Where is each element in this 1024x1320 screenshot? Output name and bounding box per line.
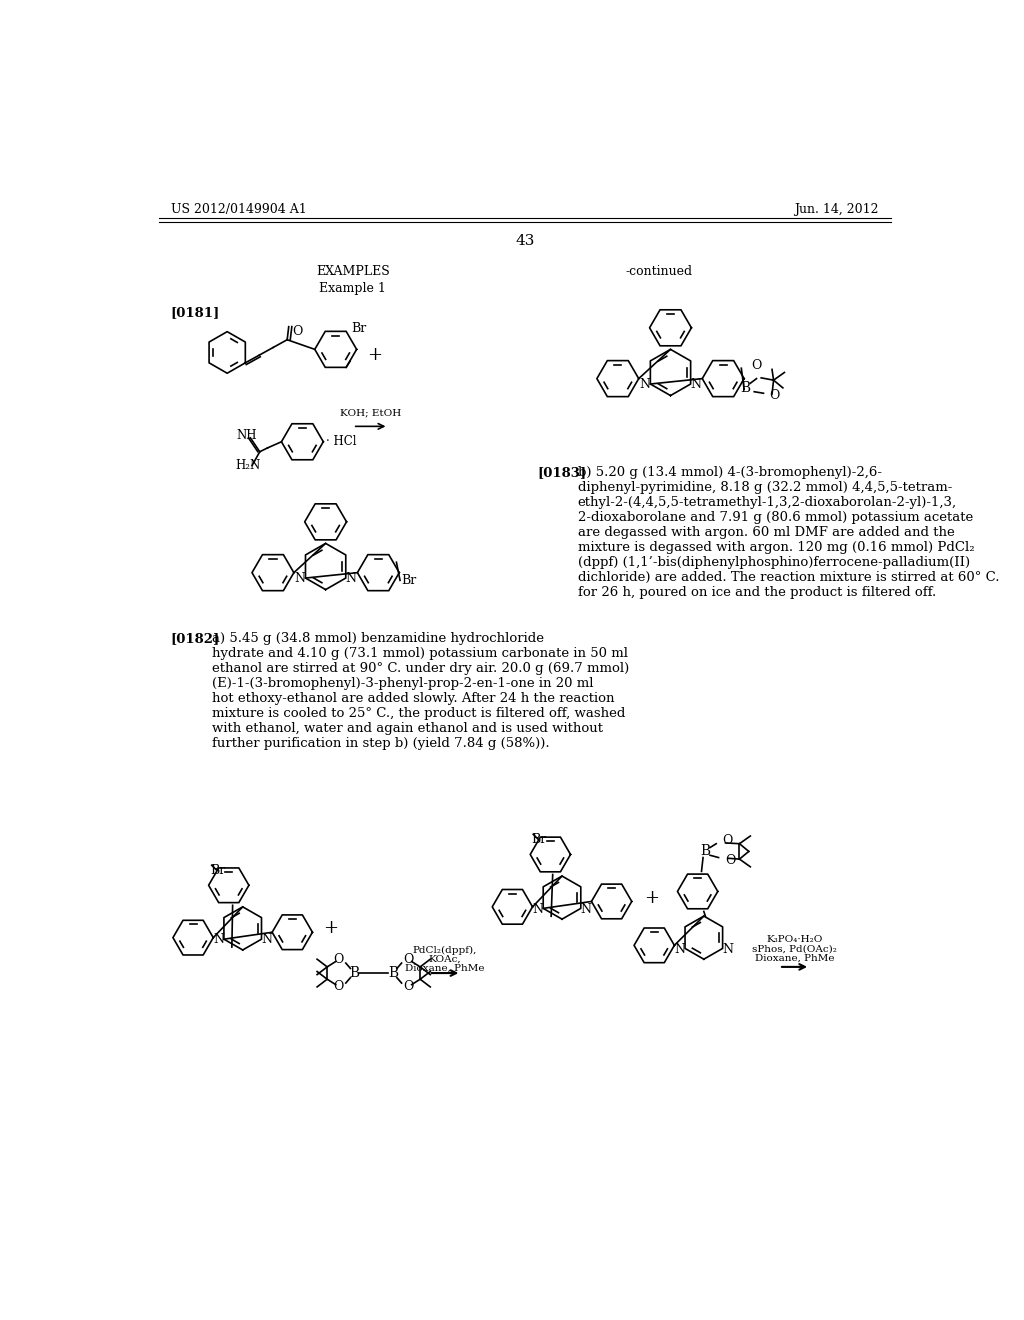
Text: sPhos, Pd(OAc)₂: sPhos, Pd(OAc)₂ [752,944,837,953]
Text: N: N [675,942,685,956]
Text: [0182]: [0182] [171,632,220,645]
Text: O: O [293,325,303,338]
Text: O: O [403,953,414,966]
Text: N: N [640,379,650,391]
Text: Example 1: Example 1 [319,281,386,294]
Text: [0183]: [0183] [538,466,587,479]
Text: · HCl: · HCl [326,436,356,449]
Text: KOAc,: KOAc, [429,954,461,964]
Text: +: + [644,888,658,907]
Text: N: N [690,379,701,391]
Text: Br: Br [401,574,417,587]
Text: B: B [388,966,398,979]
Text: K₃PO₄·H₂O: K₃PO₄·H₂O [766,935,822,944]
Text: PdCl₂(dppf),: PdCl₂(dppf), [413,945,477,954]
Text: Br: Br [210,863,225,876]
Text: EXAMPLES: EXAMPLES [315,264,389,277]
Text: N: N [213,933,224,946]
Text: B: B [740,381,751,395]
Text: B: B [700,845,711,858]
Text: N: N [722,942,733,956]
Text: O: O [769,389,779,403]
Text: Dioxane, PhMe: Dioxane, PhMe [406,964,484,973]
Text: b) 5.20 g (13.4 mmol) 4-(3-bromophenyl)-2,6-
diphenyl-pyrimidine, 8.18 g (32.2 m: b) 5.20 g (13.4 mmol) 4-(3-bromophenyl)-… [578,466,999,599]
Text: N: N [581,903,592,916]
Text: +: + [367,346,382,364]
Text: +: + [324,920,339,937]
Text: -continued: -continued [626,264,692,277]
Text: Dioxane, PhMe: Dioxane, PhMe [755,953,835,962]
Text: N: N [261,933,272,946]
Text: N: N [345,573,356,585]
Text: Br: Br [531,833,547,846]
Text: KOH; EtOH: KOH; EtOH [340,408,401,417]
Text: O: O [334,981,344,994]
Text: O: O [403,981,414,994]
Text: O: O [722,834,733,847]
Text: O: O [752,359,762,372]
Text: B: B [349,966,359,979]
Text: O: O [726,854,736,867]
Text: O: O [334,953,344,966]
Text: H₂N: H₂N [234,459,260,473]
Text: 43: 43 [515,234,535,248]
Text: N: N [532,903,544,916]
Text: N: N [295,573,306,585]
Text: US 2012/0149904 A1: US 2012/0149904 A1 [171,203,306,216]
Text: a) 5.45 g (34.8 mmol) benzamidine hydrochloride
hydrate and 4.10 g (73.1 mmol) p: a) 5.45 g (34.8 mmol) benzamidine hydroc… [212,632,629,750]
Text: [0181]: [0181] [171,306,220,319]
Text: Br: Br [351,322,367,335]
Text: NH: NH [237,429,257,442]
Text: Jun. 14, 2012: Jun. 14, 2012 [795,203,879,216]
